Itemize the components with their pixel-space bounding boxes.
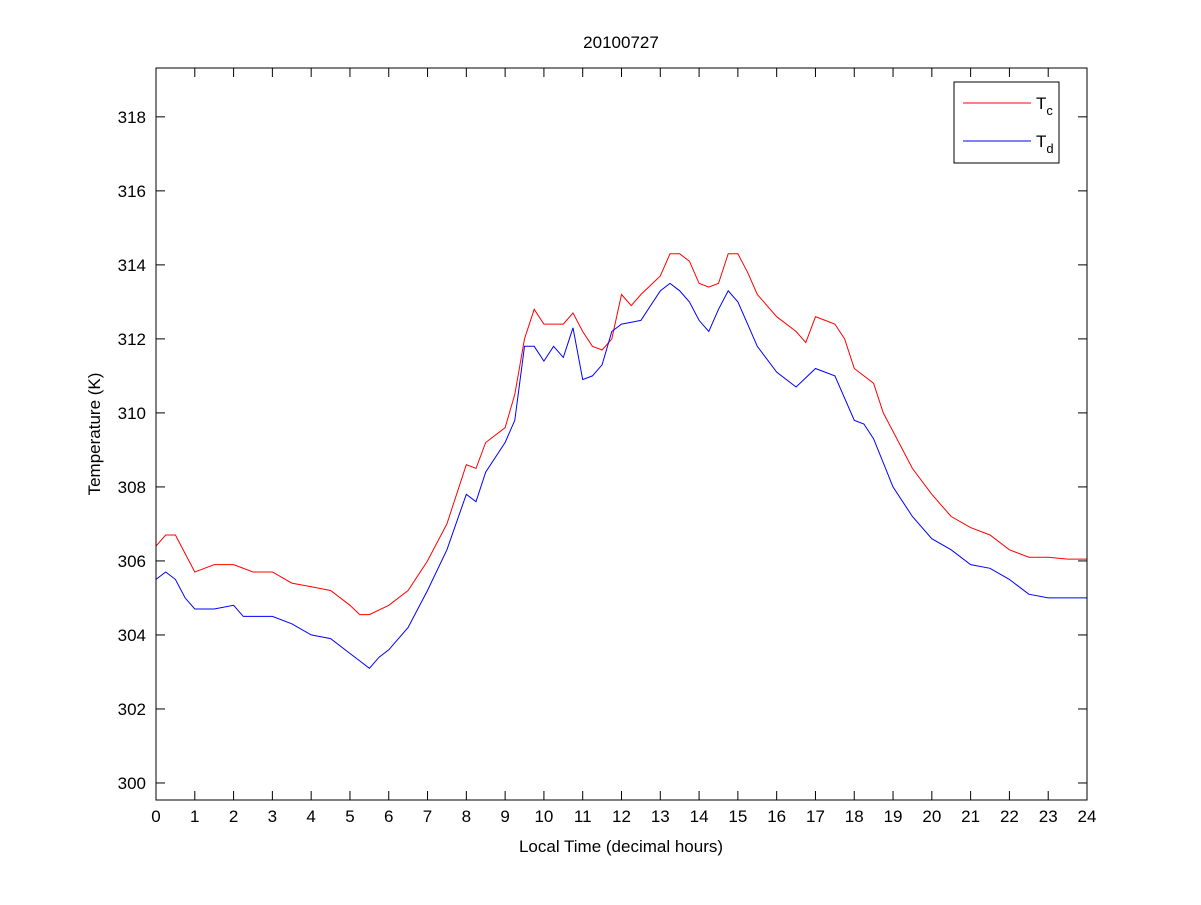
x-tick-label: 7 — [423, 807, 432, 826]
y-tick-label: 302 — [118, 700, 146, 719]
y-tick-label: 300 — [118, 774, 146, 793]
y-tick-label: 304 — [118, 626, 146, 645]
legend-box — [953, 81, 1060, 164]
x-tick-label: 6 — [384, 807, 393, 826]
axes-box — [155, 67, 1088, 801]
x-tick-label: 4 — [306, 807, 315, 826]
y-tick-label: 308 — [118, 478, 146, 497]
x-tick-label: 20 — [922, 807, 941, 826]
x-tick-label: 1 — [190, 807, 199, 826]
x-tick-label: 21 — [961, 807, 980, 826]
chart-title: 20100727 — [583, 33, 659, 52]
x-tick-label: 17 — [806, 807, 825, 826]
y-tick-label: 312 — [118, 330, 146, 349]
x-axis-label: Local Time (decimal hours) — [519, 837, 723, 856]
x-tick-label: 14 — [690, 807, 709, 826]
x-tick-label: 24 — [1078, 807, 1097, 826]
plot-area: 0 1 2 3 4 5 6 7 8 9 10 11 12 13 14 15 16 17 18 19 20 21 22 23 24… — [118, 68, 1097, 826]
x-tick-label: 22 — [1000, 807, 1019, 826]
x-tick-label: 2 — [229, 807, 238, 826]
x-tick-label: 0 — [151, 807, 160, 826]
x-tick-label: 16 — [767, 807, 786, 826]
y-tick-label: 318 — [118, 108, 146, 127]
x-tick-label: 9 — [500, 807, 509, 826]
y-axis-label: Temperature (K) — [85, 373, 104, 496]
y-tick-label: 310 — [118, 404, 146, 423]
x-tick-label: 8 — [462, 807, 471, 826]
series-line-Tc — [155, 253, 1087, 616]
x-tick-label: 23 — [1039, 807, 1058, 826]
series-line-Td — [155, 282, 1087, 669]
x-tick-label: 18 — [845, 807, 864, 826]
x-tick-label: 10 — [534, 807, 553, 826]
x-tick-label: 5 — [345, 807, 354, 826]
y-tick-label: 316 — [118, 182, 146, 201]
y-tick-label: 306 — [118, 552, 146, 571]
x-tick-label: 12 — [612, 807, 631, 826]
x-tick-label: 19 — [884, 807, 903, 826]
x-tick-label: 11 — [574, 807, 592, 826]
x-tick-label: 3 — [268, 807, 277, 826]
x-tick-label: 15 — [728, 807, 747, 826]
x-tick-label: 13 — [651, 807, 670, 826]
y-tick-label: 314 — [118, 256, 146, 275]
